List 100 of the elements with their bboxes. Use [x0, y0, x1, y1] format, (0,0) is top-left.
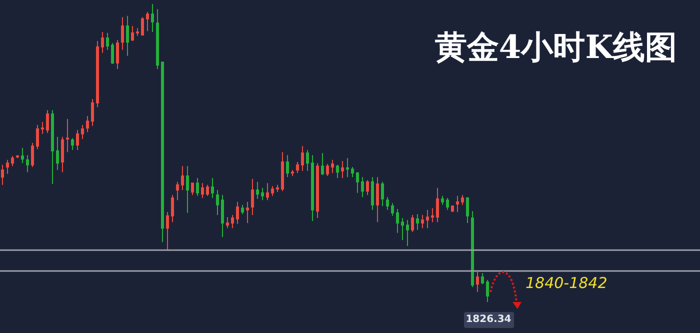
candlestick — [21, 147, 24, 164]
candlestick — [131, 26, 134, 42]
candlestick — [191, 182, 194, 196]
candlestick — [166, 212, 169, 251]
candlestick — [31, 142, 34, 168]
candlestick — [226, 216, 229, 229]
candlestick — [211, 178, 214, 198]
candlestick — [176, 181, 179, 201]
candlestick — [376, 176, 379, 223]
candlestick — [331, 159, 334, 174]
candlestick — [146, 12, 149, 32]
candlestick — [231, 214, 234, 229]
candlestick — [346, 158, 349, 178]
candlestick — [76, 130, 79, 151]
candlestick — [436, 187, 439, 223]
candlestick — [121, 16, 124, 50]
candlestick — [196, 178, 199, 196]
candlestick — [111, 42, 114, 64]
candlestick — [181, 166, 184, 190]
candlestick — [471, 210, 474, 288]
candlestick — [266, 182, 269, 201]
candlestick — [241, 204, 244, 215]
candlestick — [411, 214, 414, 232]
candlestick — [321, 152, 324, 176]
candlestick — [426, 209, 429, 229]
candlestick — [281, 152, 284, 192]
candlestick — [361, 176, 364, 198]
candlestick — [216, 189, 219, 216]
candlestick — [391, 202, 394, 216]
candlestick — [446, 198, 449, 210]
candlestick — [276, 184, 279, 193]
candlestick — [136, 28, 139, 36]
candlestick — [431, 208, 434, 223]
candlestick — [486, 279, 489, 302]
candlestick — [316, 162, 319, 218]
candlestick — [301, 146, 304, 172]
candlestick — [451, 206, 454, 213]
candlestick — [51, 110, 54, 184]
candlestick — [86, 116, 89, 133]
candlestick — [1, 164, 4, 186]
candlestick — [186, 166, 189, 214]
candlestick — [416, 214, 419, 230]
candlestick — [236, 201, 239, 224]
candlestick — [56, 136, 59, 170]
candlestick — [441, 195, 444, 206]
candlestick — [296, 161, 299, 174]
candlestick — [16, 154, 19, 159]
candlestick — [46, 110, 49, 134]
candlestick — [221, 194, 224, 238]
candlestick — [476, 271, 479, 292]
candlestick — [251, 178, 254, 216]
candlestick — [326, 164, 329, 176]
text: 黄金4小时K线图 — [434, 28, 677, 66]
candlestick — [96, 40, 99, 108]
candlestick — [71, 138, 74, 151]
candlestick — [286, 154, 289, 178]
candlestick — [481, 272, 484, 285]
candlestick — [366, 180, 369, 196]
candlestick — [116, 40, 119, 70]
candlestick — [26, 154, 29, 173]
candlestick — [201, 182, 204, 198]
candlestick — [291, 169, 294, 176]
candlestick — [306, 150, 309, 172]
candlestick — [36, 124, 39, 150]
candlestick — [151, 4, 154, 33]
text: 1840-1842 — [526, 274, 608, 292]
candlestick — [6, 159, 9, 174]
candlestick — [466, 196, 469, 224]
candlestick — [421, 214, 424, 229]
candlestick — [206, 184, 209, 196]
candlestick — [406, 220, 409, 246]
candlestick — [11, 155, 14, 167]
candlestick — [336, 164, 339, 179]
candlestick — [456, 195, 459, 213]
candlestick — [156, 8, 159, 70]
candlestick — [256, 181, 259, 200]
candlestick — [141, 16, 144, 36]
candlestick — [396, 208, 399, 234]
candlestick — [126, 15, 129, 56]
candlestick — [246, 201, 249, 224]
candlestick — [161, 62, 164, 243]
candlestick — [271, 186, 274, 196]
candlestick — [381, 181, 384, 207]
candlestick — [171, 194, 174, 223]
candlestick — [61, 136, 64, 173]
candlestick — [41, 122, 44, 134]
candlestick — [356, 172, 359, 194]
candlestick — [91, 98, 94, 126]
candlestick — [311, 154, 314, 222]
candlestick — [261, 187, 264, 201]
candlestick — [341, 160, 344, 179]
candlestick — [106, 32, 109, 50]
text: 1826.34 — [464, 312, 514, 328]
candlestick — [351, 166, 354, 178]
candlestick — [461, 194, 464, 206]
candlestick — [371, 176, 374, 210]
candlestick — [401, 217, 404, 241]
candlestick — [101, 32, 104, 54]
candlestick — [81, 124, 84, 140]
candlestick — [386, 196, 389, 210]
